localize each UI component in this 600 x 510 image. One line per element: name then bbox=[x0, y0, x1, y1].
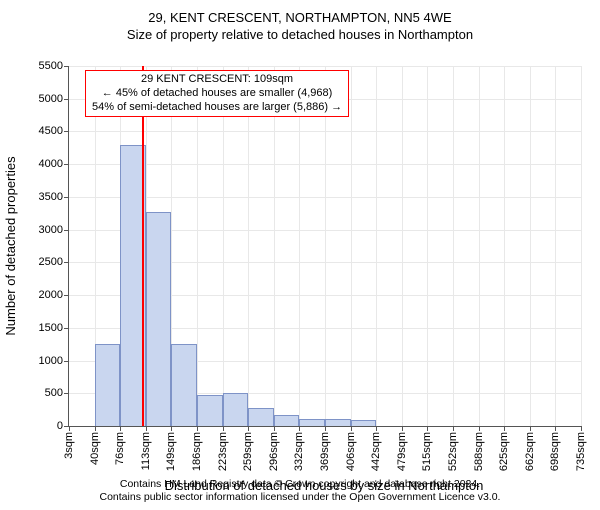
footer-line-2: Contains public sector information licen… bbox=[0, 491, 600, 504]
xtick-label: 332sqm bbox=[293, 426, 305, 471]
gridline-v bbox=[376, 66, 377, 426]
ytick-label: 1500 bbox=[39, 322, 69, 334]
xtick-label: 223sqm bbox=[217, 426, 229, 471]
ytick-label: 5000 bbox=[39, 93, 69, 105]
callout-line: 54% of semi-detached houses are larger (… bbox=[92, 101, 342, 115]
bar bbox=[248, 408, 274, 426]
ytick-label: 1000 bbox=[39, 355, 69, 367]
y-axis-label: Number of detached properties bbox=[3, 156, 18, 335]
xtick-label: 296sqm bbox=[268, 426, 280, 471]
xtick-label: 149sqm bbox=[165, 426, 177, 471]
ytick-label: 2500 bbox=[39, 256, 69, 268]
xtick-label: 76sqm bbox=[114, 426, 126, 465]
gridline-v bbox=[479, 66, 480, 426]
gridline-v bbox=[504, 66, 505, 426]
xtick-label: 369sqm bbox=[319, 426, 331, 471]
gridline-v bbox=[197, 66, 198, 426]
xtick-label: 625sqm bbox=[498, 426, 510, 471]
ytick-label: 3000 bbox=[39, 224, 69, 236]
xtick-label: 588sqm bbox=[473, 426, 485, 471]
xtick-label: 259sqm bbox=[242, 426, 254, 471]
ytick-label: 3500 bbox=[39, 191, 69, 203]
xtick-label: 406sqm bbox=[345, 426, 357, 471]
bar bbox=[325, 419, 351, 426]
xtick-label: 186sqm bbox=[191, 426, 203, 471]
callout-box: 29 KENT CRESCENT: 109sqm← 45% of detache… bbox=[85, 70, 349, 117]
xtick-label: 515sqm bbox=[421, 426, 433, 471]
page-title: 29, KENT CRESCENT, NORTHAMPTON, NN5 4WE bbox=[0, 10, 600, 25]
ytick-label: 5500 bbox=[39, 60, 69, 72]
xtick-label: 3sqm bbox=[63, 426, 75, 459]
plot-region: 0500100015002000250030003500400045005000… bbox=[68, 66, 581, 427]
gridline-v bbox=[402, 66, 403, 426]
gridline-v bbox=[325, 66, 326, 426]
bar bbox=[274, 415, 300, 426]
page-subtitle: Size of property relative to detached ho… bbox=[0, 27, 600, 42]
bar bbox=[223, 393, 249, 426]
ytick-label: 2000 bbox=[39, 289, 69, 301]
xtick-label: 735sqm bbox=[575, 426, 587, 471]
callout-line: ← 45% of detached houses are smaller (4,… bbox=[92, 87, 342, 101]
bar bbox=[351, 420, 377, 426]
gridline-v bbox=[351, 66, 352, 426]
xtick-label: 552sqm bbox=[447, 426, 459, 471]
xtick-label: 662sqm bbox=[524, 426, 536, 471]
xtick-label: 113sqm bbox=[140, 426, 152, 470]
bar bbox=[171, 344, 197, 426]
gridline-v bbox=[427, 66, 428, 426]
xtick-label: 479sqm bbox=[396, 426, 408, 471]
xtick-label: 698sqm bbox=[549, 426, 561, 471]
xtick-label: 40sqm bbox=[89, 426, 101, 465]
gridline-v bbox=[555, 66, 556, 426]
bar bbox=[95, 344, 121, 426]
ytick-label: 500 bbox=[45, 387, 69, 399]
bar bbox=[299, 419, 325, 426]
ytick-label: 4000 bbox=[39, 158, 69, 170]
bar bbox=[146, 212, 172, 426]
gridline-v bbox=[223, 66, 224, 426]
gridline-v bbox=[581, 66, 582, 426]
gridline-v bbox=[299, 66, 300, 426]
callout-line: 29 KENT CRESCENT: 109sqm bbox=[92, 73, 342, 87]
bar bbox=[197, 395, 223, 426]
ytick-label: 4500 bbox=[39, 125, 69, 137]
gridline-v bbox=[453, 66, 454, 426]
gridline-v bbox=[248, 66, 249, 426]
gridline-v bbox=[274, 66, 275, 426]
chart: 0500100015002000250030003500400045005000… bbox=[68, 66, 580, 426]
footer: Contains HM Land Registry data © Crown c… bbox=[0, 478, 600, 504]
footer-line-1: Contains HM Land Registry data © Crown c… bbox=[0, 478, 600, 491]
gridline-v bbox=[530, 66, 531, 426]
xtick-label: 442sqm bbox=[370, 426, 382, 471]
